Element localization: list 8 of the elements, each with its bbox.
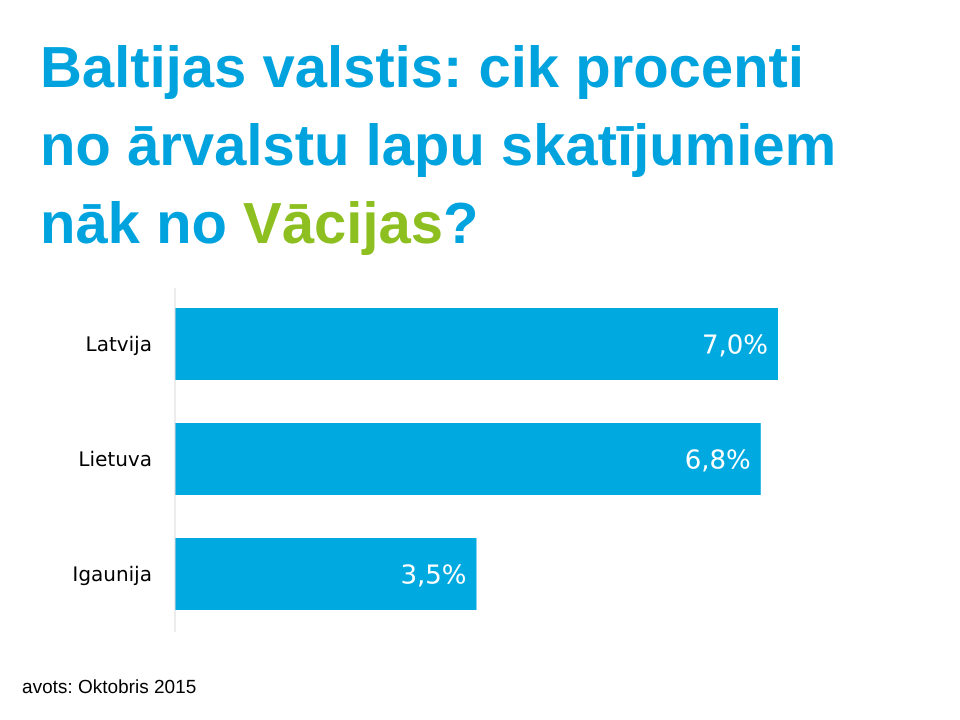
y-tick-label: Lietuva [78, 447, 152, 471]
data-label: 6,8% [684, 445, 751, 476]
text: avots: Oktobris 2015 [22, 677, 196, 698]
data-label: 3,5% [400, 560, 466, 590]
y-tick-label: Latvija [86, 332, 152, 356]
chart-title: Baltijas valstis: cik procenti no ārvalstu lapu skatījumiem nāk no Vācijas? [40, 35, 836, 256]
y-tick-label: Igaunija [72, 562, 152, 586]
data-label: 7,0% [702, 330, 768, 360]
